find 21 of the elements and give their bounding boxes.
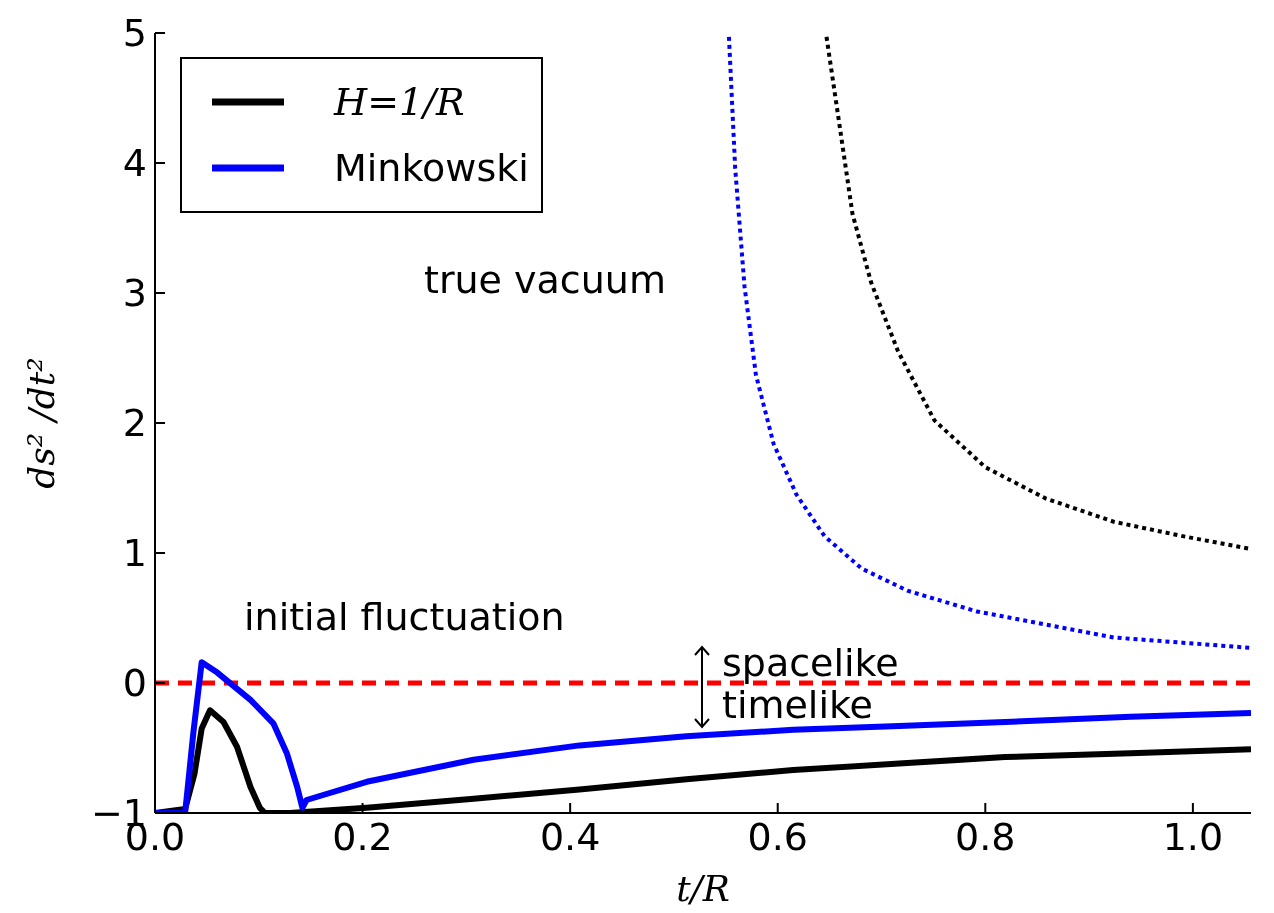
x-tick-label: 0.4 — [539, 814, 601, 859]
y-tick-label: 0 — [122, 661, 147, 706]
x-tick-label: 1.0 — [1162, 814, 1224, 859]
line-series — [824, 34, 1251, 552]
legend-label: H=1/R — [334, 80, 465, 124]
x-tick-label: 0.6 — [747, 814, 808, 859]
annotation: true vacuum — [424, 258, 666, 302]
y-tick-label: 5 — [122, 11, 147, 56]
legend-label: Minkowski — [334, 146, 529, 190]
annotation: spacelike — [722, 641, 899, 685]
y-tick-label: 3 — [122, 271, 147, 316]
y-tick-label: 1 — [122, 531, 147, 576]
annotation: initial fluctuation — [244, 595, 565, 639]
annotation: timelike — [722, 683, 873, 727]
line-series — [726, 34, 1251, 650]
y-tick-label: 4 — [122, 141, 147, 186]
x-axis-title: t/R — [676, 868, 730, 909]
x-tick-label: 0.8 — [955, 814, 1016, 859]
y-axis-title: ds² /dt² — [21, 357, 62, 489]
y-tick-label: 2 — [122, 401, 147, 446]
x-tick-label: 0.2 — [332, 814, 393, 859]
